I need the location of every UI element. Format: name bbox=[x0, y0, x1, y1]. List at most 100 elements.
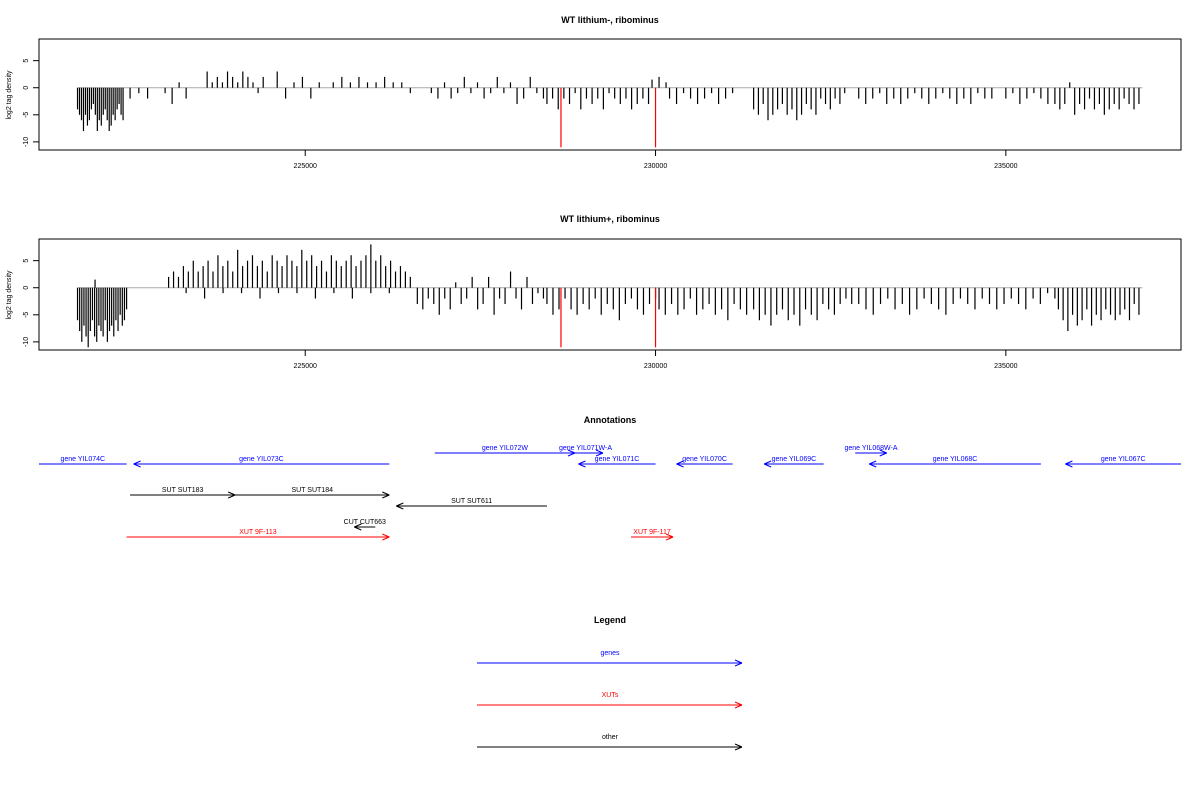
annotation-feature: SUT SUT611 bbox=[396, 498, 547, 510]
y-axis: -10 -5 0 5 bbox=[23, 59, 39, 147]
y-axis: -10 -5 0 5 bbox=[23, 259, 39, 347]
y-tick-label: -5 bbox=[23, 112, 30, 118]
annotation-feature: gene YIL068W-A bbox=[844, 445, 898, 457]
annotation-feature: CUT CUT663 bbox=[344, 519, 386, 531]
y-tick-label: 0 bbox=[23, 86, 30, 90]
annotation-feature: gene YIL069C bbox=[763, 456, 824, 468]
legend-label: other bbox=[602, 734, 619, 741]
legend-label: genes bbox=[600, 650, 620, 657]
arrow-head bbox=[578, 463, 586, 468]
feature-label: gene YIL074C bbox=[60, 456, 105, 463]
plot-frame bbox=[38, 238, 1182, 351]
x-tick-label: 225000 bbox=[294, 163, 317, 170]
arrow-head bbox=[734, 704, 743, 709]
arrow-head bbox=[763, 460, 772, 465]
arrow-head bbox=[734, 701, 743, 706]
annotation-feature: XUT 9F-113 bbox=[126, 529, 390, 541]
annotation-feature: gene YIL074C bbox=[39, 456, 127, 465]
annotation-feature: gene YIL070C bbox=[676, 456, 733, 468]
y-axis-label: log2 tag density bbox=[6, 70, 13, 120]
red-spikes bbox=[560, 87, 657, 148]
x-tick-label: 230000 bbox=[644, 363, 667, 370]
annotation-feature: XUT 9F-117 bbox=[631, 529, 674, 541]
x-tick-label: 225000 bbox=[294, 363, 317, 370]
annotation-feature: SUT SUT183 bbox=[130, 487, 236, 499]
arrow-head bbox=[396, 502, 404, 507]
feature-label: gene YIL073C bbox=[239, 456, 284, 463]
legend-entries: genes XUTs other bbox=[477, 650, 743, 751]
feature-label: gene YIL071C bbox=[595, 456, 640, 463]
legend-label: XUTs bbox=[602, 692, 619, 699]
arrow-head bbox=[227, 494, 236, 499]
arrow-head bbox=[734, 746, 743, 751]
annotation-feature: gene YIL073C bbox=[133, 456, 390, 468]
annotation-feature: gene YIL071W-A bbox=[559, 445, 612, 457]
coverage-bars bbox=[76, 244, 1140, 348]
feature-label: SUT SUT183 bbox=[162, 487, 204, 494]
feature-label: SUT SUT184 bbox=[291, 487, 333, 494]
arrow-head bbox=[869, 460, 877, 465]
y-tick-label: 5 bbox=[23, 59, 30, 63]
arrow-head bbox=[734, 659, 743, 664]
annotation-feature: gene YIL072W bbox=[434, 445, 576, 457]
y-tick-label: -10 bbox=[23, 137, 30, 147]
panel-title: WT lithium+, ribominus bbox=[560, 214, 660, 224]
feature-label: gene YIL069C bbox=[772, 456, 817, 463]
feature-label: XUT 9F-117 bbox=[633, 529, 671, 536]
arrow-head bbox=[396, 505, 404, 510]
arrow-head bbox=[676, 463, 684, 468]
arrow-head bbox=[382, 491, 390, 496]
plot-frame bbox=[38, 38, 1182, 151]
feature-label: gene YIL068C bbox=[933, 456, 978, 463]
arrow-head bbox=[382, 536, 390, 541]
x-tick-label: 235000 bbox=[994, 363, 1017, 370]
feature-label: gene YIL067C bbox=[1101, 456, 1146, 463]
arrow-head bbox=[133, 463, 141, 468]
arrow-head bbox=[578, 460, 586, 465]
arrow-head bbox=[1065, 463, 1073, 468]
y-tick-label: -10 bbox=[23, 337, 30, 347]
annotation-feature: SUT SUT184 bbox=[235, 487, 390, 499]
feature-label: SUT SUT611 bbox=[451, 498, 492, 505]
arrow-head bbox=[734, 662, 743, 667]
y-axis-label: log2 tag density bbox=[6, 270, 13, 320]
y-tick-label: 0 bbox=[23, 286, 30, 290]
coverage-bars bbox=[76, 71, 1140, 132]
annotation-features: gene YIL074C gene YIL073C gene YIL072W gene… bbox=[39, 445, 1181, 541]
feature-label: XUT 9F-113 bbox=[239, 529, 277, 536]
feature-label: CUT CUT663 bbox=[344, 519, 386, 526]
arrow-head bbox=[763, 463, 772, 468]
arrow-head bbox=[1065, 460, 1073, 465]
y-tick-label: -5 bbox=[23, 312, 30, 318]
arrow-head bbox=[595, 452, 604, 457]
feature-label: gene YIL072W bbox=[482, 445, 529, 452]
x-axis: 225000 230000 235000 bbox=[294, 150, 1018, 170]
arrow-head bbox=[665, 533, 674, 538]
feature-label: gene YIL071W-A bbox=[559, 445, 612, 452]
annotations-panel: Annotations gene YIL074C gene YIL073Cgene… bbox=[39, 415, 1181, 541]
feature-label: gene YIL068W-A bbox=[844, 445, 897, 452]
arrow-head bbox=[595, 449, 604, 454]
arrow-head bbox=[879, 449, 887, 454]
arrow-head bbox=[734, 743, 743, 748]
x-tick-label: 230000 bbox=[644, 163, 667, 170]
legend-panel: Legend genes XUTs other bbox=[477, 615, 743, 751]
annotation-feature: gene YIL067C bbox=[1065, 456, 1181, 468]
arrow-head bbox=[133, 460, 141, 465]
y-tick-label: 5 bbox=[23, 259, 30, 263]
arrow-head bbox=[382, 533, 390, 538]
arrow-head bbox=[676, 460, 684, 465]
x-tick-label: 235000 bbox=[994, 163, 1017, 170]
red-spikes bbox=[560, 287, 657, 348]
annotation-feature: gene YIL068C bbox=[869, 456, 1041, 468]
legend-entry: genes bbox=[477, 650, 743, 667]
arrow-head bbox=[354, 523, 362, 528]
arrow-head bbox=[382, 494, 390, 499]
track-panel-lithium-plus: WT lithium+, ribominus log2 tag density … bbox=[6, 214, 1182, 370]
panel-title: WT lithium-, ribominus bbox=[561, 15, 659, 25]
x-axis: 225000 230000 235000 bbox=[294, 350, 1018, 370]
feature-label: gene YIL070C bbox=[682, 456, 727, 463]
arrow-head bbox=[879, 452, 887, 457]
track-panel-lithium-minus: WT lithium-, ribominus log2 tag density … bbox=[6, 15, 1182, 170]
